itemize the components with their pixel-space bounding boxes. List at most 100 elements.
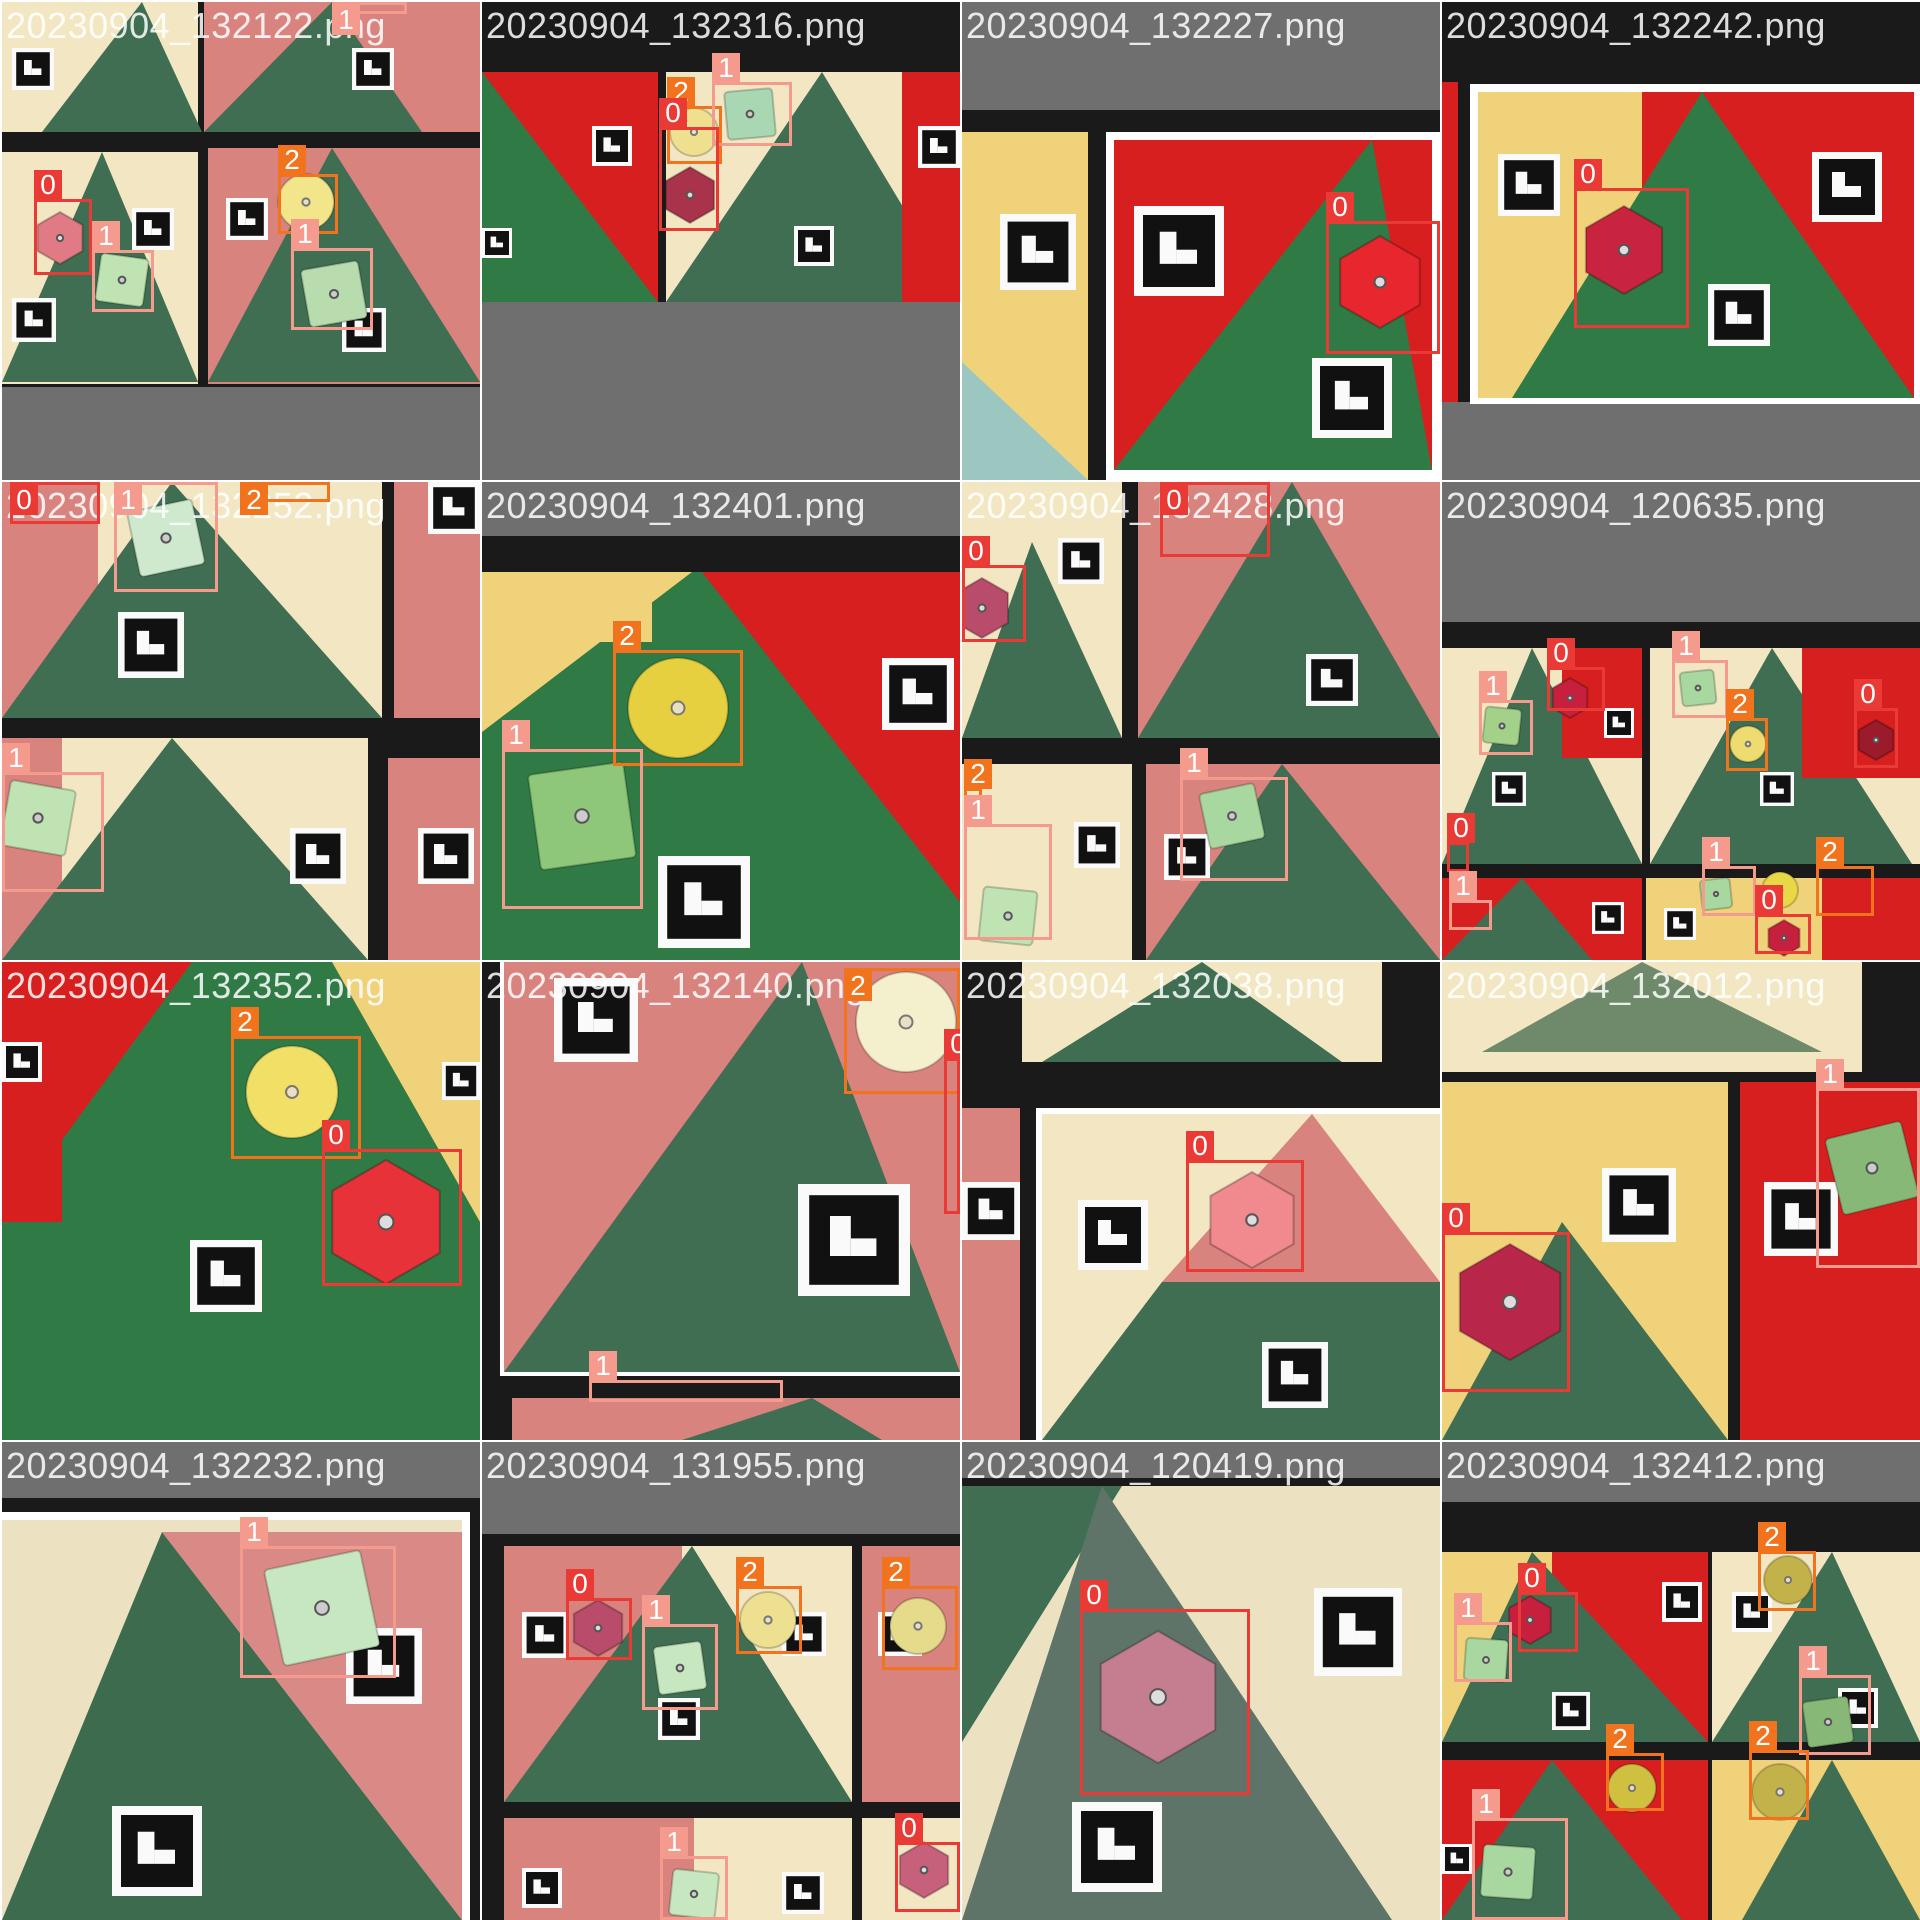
image-tile: 20230904_132412.png 2 0 1 1 2 2 1 bbox=[1442, 1442, 1920, 1920]
detection-box-class-1: 1 bbox=[1449, 871, 1492, 930]
detection-class-label: 1 bbox=[964, 795, 992, 825]
detection-class-label: 2 bbox=[964, 759, 992, 789]
detection-box-class-2: 2 bbox=[1606, 1724, 1664, 1811]
tile-filename: 20230904_120635.png bbox=[1446, 485, 1826, 526]
tile-filename: 20230904_132242.png bbox=[1446, 5, 1826, 46]
detection-box-class-1: 1 bbox=[642, 1595, 718, 1710]
tile-filename: 20230904_132252.png bbox=[6, 485, 386, 526]
detection-class-label: 1 bbox=[1472, 1789, 1500, 1819]
detection-box-class-0: 0 bbox=[1854, 679, 1898, 768]
detection-box-class-1: 1 bbox=[1672, 631, 1728, 718]
detection-class-label: 0 bbox=[10, 485, 38, 515]
tile-filename: 20230904_132122.png bbox=[6, 5, 386, 46]
tile-filename: 20230904_132227.png bbox=[966, 5, 1346, 46]
detection-box-class-1: 1 bbox=[589, 1351, 783, 1402]
tile-filename: 20230904_132232.png bbox=[6, 1445, 386, 1486]
tile-filename: 20230904_132316.png bbox=[486, 5, 866, 46]
detection-box-class-1: 1 bbox=[1180, 748, 1288, 881]
detection-class-label: 2 bbox=[1816, 837, 1844, 867]
tile-filename: 20230904_132412.png bbox=[1446, 1445, 1826, 1486]
image-tile: 20230904_132227.png 0 bbox=[962, 2, 1440, 480]
detection-box-class-2: 2 bbox=[613, 621, 743, 766]
image-tile: 20230904_131955.png 0 1 2 2 0 1 bbox=[482, 1442, 960, 1920]
detection-box-class-0: 0 bbox=[1574, 159, 1689, 328]
tile-filename: 20230904_132012.png bbox=[1446, 965, 1826, 1006]
detection-class-label: 0 bbox=[1080, 1580, 1108, 1610]
detection-box-class-0: 0 bbox=[1326, 192, 1440, 354]
detection-box-class-1: 1 bbox=[114, 482, 218, 592]
tile-photo bbox=[962, 1442, 1440, 1920]
detection-box-class-0: 0 bbox=[1547, 638, 1605, 711]
detection-box-class-2: 2 bbox=[1726, 689, 1768, 771]
detection-class-label: 0 bbox=[944, 1029, 960, 1059]
detection-class-label: 1 bbox=[1479, 671, 1507, 701]
detection-class-label: 1 bbox=[1816, 1059, 1844, 1089]
detection-class-label: 1 bbox=[291, 219, 319, 249]
detection-box-class-0: 0 bbox=[1518, 1563, 1578, 1652]
tile-filename: 20230904_132428.png bbox=[966, 485, 1346, 526]
detection-class-label: 1 bbox=[642, 1595, 670, 1625]
detection-class-label: 2 bbox=[613, 621, 641, 651]
detection-class-label: 2 bbox=[736, 1557, 764, 1587]
image-tile: 20230904_132352.png 2 0 bbox=[2, 962, 480, 1440]
detection-class-label: 0 bbox=[1574, 159, 1602, 189]
detection-box-class-1: 1 bbox=[712, 53, 792, 146]
detection-class-label: 0 bbox=[962, 536, 990, 566]
detection-class-label: 0 bbox=[1854, 679, 1882, 709]
tile-filename: 20230904_132352.png bbox=[6, 965, 386, 1006]
image-tile: 20230904_132401.png 2 1 bbox=[482, 482, 960, 960]
detection-box-class-1: 1 bbox=[964, 795, 1052, 940]
image-tile: 20230904_132232.png 1 bbox=[2, 1442, 480, 1920]
image-tile: 20230904_132122.png 0 1 2 1 1 bbox=[2, 2, 480, 480]
tile-filename: 20230904_120419.png bbox=[966, 1445, 1346, 1486]
detection-class-label: 1 bbox=[660, 1827, 688, 1857]
detection-box-class-1: 1 bbox=[502, 720, 643, 909]
image-tile: 20230904_132140.png 2 0 1 bbox=[482, 962, 960, 1440]
detection-class-label: 0 bbox=[1186, 1131, 1214, 1161]
detection-box-class-0: 0 bbox=[1186, 1131, 1304, 1272]
tile-photo bbox=[962, 2, 1440, 480]
image-tile: 20230904_120635.png 0 1 1 2 0 0 1 2 1 0 bbox=[1442, 482, 1920, 960]
detection-class-label: 0 bbox=[1326, 192, 1354, 222]
detection-class-label: 1 bbox=[1180, 748, 1208, 778]
detection-class-label: 2 bbox=[882, 1557, 910, 1587]
image-tile: 20230904_132252.png 0 1 2 1 bbox=[2, 482, 480, 960]
detection-class-label: 1 bbox=[1449, 871, 1477, 901]
tile-filename: 20230904_132140.png bbox=[486, 965, 866, 1006]
detection-box-class-2: 2 bbox=[844, 968, 960, 1094]
detection-box-class-0: 0 bbox=[10, 482, 100, 524]
detection-class-label: 2 bbox=[844, 971, 872, 1001]
detection-box-class-0: 0 bbox=[34, 170, 92, 275]
detection-class-label: 1 bbox=[92, 221, 120, 251]
detection-class-label: 0 bbox=[322, 1120, 350, 1150]
detection-box-class-0: 0 bbox=[944, 1029, 960, 1214]
detection-class-label: 1 bbox=[332, 5, 360, 35]
tile-filename: 20230904_132401.png bbox=[486, 485, 866, 526]
detection-box-class-2: 2 bbox=[736, 1557, 802, 1654]
detection-class-label: 1 bbox=[1672, 631, 1700, 661]
detection-box-class-2: 2 bbox=[1749, 1721, 1809, 1820]
detection-box-class-2: 2 bbox=[240, 482, 330, 515]
detection-box-class-1: 1 bbox=[332, 2, 407, 35]
detection-class-label: 2 bbox=[1606, 1724, 1634, 1754]
detection-class-label: 1 bbox=[1702, 837, 1730, 867]
tile-photo bbox=[2, 1442, 480, 1920]
detection-class-label: 0 bbox=[566, 1569, 594, 1599]
detection-class-label: 1 bbox=[589, 1351, 617, 1381]
detection-box-class-1: 1 bbox=[1816, 1059, 1920, 1268]
tile-photo bbox=[482, 962, 960, 1440]
detection-box-class-1: 1 bbox=[1702, 837, 1756, 916]
detection-class-label: 1 bbox=[240, 1517, 268, 1547]
detection-box-class-1: 1 bbox=[1799, 1646, 1871, 1755]
detection-box-class-0: 0 bbox=[895, 1813, 960, 1912]
detection-box-class-1: 1 bbox=[1454, 1593, 1512, 1682]
tile-photo bbox=[1442, 2, 1920, 480]
detection-box-class-2: 2 bbox=[1816, 837, 1874, 916]
detection-class-label: 0 bbox=[1442, 1203, 1470, 1233]
detection-class-label: 0 bbox=[34, 170, 62, 200]
image-tile: 20230904_132242.png 0 bbox=[1442, 2, 1920, 480]
detection-class-label: 2 bbox=[1749, 1721, 1777, 1751]
detection-class-label: 1 bbox=[114, 485, 142, 515]
tile-photo bbox=[962, 962, 1440, 1440]
detection-box-class-0: 0 bbox=[566, 1569, 632, 1660]
